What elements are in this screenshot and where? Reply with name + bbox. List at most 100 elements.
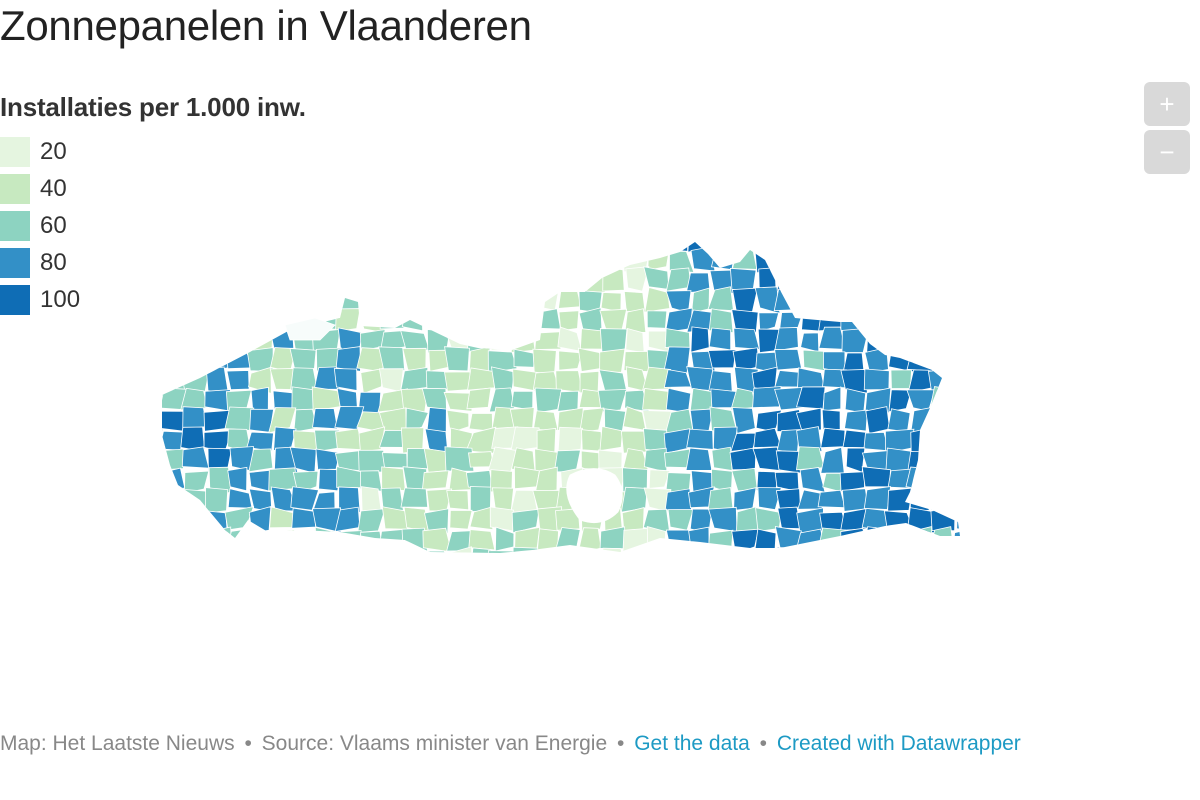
municipality-region[interactable] bbox=[973, 549, 980, 560]
municipality-region[interactable] bbox=[514, 466, 540, 490]
municipality-region[interactable] bbox=[534, 247, 556, 271]
municipality-region[interactable] bbox=[161, 327, 186, 353]
municipality-region[interactable] bbox=[248, 366, 272, 394]
municipality-region[interactable] bbox=[400, 487, 429, 508]
municipality-region[interactable] bbox=[575, 550, 604, 560]
municipality-region[interactable] bbox=[223, 247, 250, 268]
municipality-region[interactable] bbox=[952, 527, 975, 553]
municipality-region[interactable] bbox=[619, 232, 650, 252]
municipality-region[interactable] bbox=[422, 527, 452, 553]
municipality-region[interactable] bbox=[950, 466, 978, 494]
municipality-region[interactable] bbox=[400, 548, 430, 560]
municipality-region[interactable] bbox=[690, 246, 716, 272]
municipality-region[interactable] bbox=[885, 286, 914, 313]
municipality-region[interactable] bbox=[840, 369, 868, 394]
municipality-region[interactable] bbox=[907, 330, 936, 353]
municipality-region[interactable] bbox=[224, 230, 254, 254]
municipality-region[interactable] bbox=[403, 289, 429, 314]
municipality-region[interactable] bbox=[930, 506, 956, 532]
municipality-region[interactable] bbox=[291, 233, 318, 252]
municipality-region[interactable] bbox=[731, 467, 758, 492]
municipality-region[interactable] bbox=[536, 427, 557, 453]
municipality-region[interactable] bbox=[514, 288, 540, 313]
municipality-region[interactable] bbox=[140, 252, 160, 272]
municipality-region[interactable] bbox=[800, 332, 820, 353]
municipality-region[interactable] bbox=[289, 348, 317, 373]
municipality-region[interactable] bbox=[795, 407, 822, 434]
municipality-region[interactable] bbox=[754, 286, 781, 315]
municipality-region[interactable] bbox=[598, 547, 627, 560]
municipality-region[interactable] bbox=[293, 408, 318, 433]
municipality-region[interactable] bbox=[180, 369, 210, 392]
municipality-region[interactable] bbox=[840, 527, 869, 553]
municipality-region[interactable] bbox=[487, 350, 518, 374]
municipality-region[interactable] bbox=[822, 251, 848, 273]
municipality-region[interactable] bbox=[952, 306, 980, 332]
zoom-out-button[interactable]: − bbox=[1144, 130, 1190, 174]
municipality-region[interactable] bbox=[686, 428, 714, 450]
municipality-region[interactable] bbox=[840, 306, 870, 331]
municipality-region[interactable] bbox=[752, 446, 783, 472]
municipality-region[interactable] bbox=[973, 349, 980, 370]
municipality-region[interactable] bbox=[935, 467, 957, 494]
municipality-region[interactable] bbox=[186, 251, 204, 274]
municipality-region[interactable] bbox=[162, 231, 186, 252]
municipality-region[interactable] bbox=[224, 286, 253, 313]
municipality-region[interactable] bbox=[710, 547, 738, 560]
municipality-region[interactable] bbox=[930, 488, 956, 513]
municipality-region[interactable] bbox=[864, 526, 892, 549]
municipality-region[interactable] bbox=[710, 247, 736, 271]
municipality-region[interactable] bbox=[270, 528, 295, 552]
municipality-region[interactable] bbox=[642, 387, 670, 411]
municipality-region[interactable] bbox=[621, 448, 649, 474]
municipality-regions[interactable] bbox=[140, 230, 980, 560]
municipality-region[interactable] bbox=[972, 253, 980, 272]
municipality-region[interactable] bbox=[864, 547, 893, 560]
municipality-region[interactable] bbox=[910, 248, 933, 271]
municipality-region[interactable] bbox=[226, 546, 251, 560]
municipality-region[interactable] bbox=[952, 427, 977, 452]
municipality-region[interactable] bbox=[820, 446, 845, 474]
municipality-region[interactable] bbox=[863, 310, 890, 334]
municipality-region[interactable] bbox=[575, 266, 606, 293]
municipality-region[interactable] bbox=[708, 327, 732, 351]
municipality-region[interactable] bbox=[708, 308, 734, 334]
municipality-region[interactable] bbox=[707, 506, 738, 533]
municipality-region[interactable] bbox=[205, 526, 232, 553]
municipality-region[interactable] bbox=[443, 392, 474, 412]
municipality-region[interactable] bbox=[290, 547, 316, 560]
municipality-region[interactable] bbox=[315, 288, 339, 310]
municipality-region[interactable] bbox=[555, 230, 581, 253]
municipality-region[interactable] bbox=[537, 269, 561, 293]
municipality-region[interactable] bbox=[707, 529, 734, 553]
municipality-region[interactable] bbox=[360, 530, 383, 553]
municipality-region[interactable] bbox=[731, 309, 759, 334]
municipality-region[interactable] bbox=[646, 310, 668, 329]
municipality-region[interactable] bbox=[181, 310, 209, 332]
municipality-region[interactable] bbox=[972, 427, 980, 449]
municipality-region[interactable] bbox=[315, 448, 341, 471]
municipality-region[interactable] bbox=[884, 326, 911, 352]
municipality-region[interactable] bbox=[318, 468, 342, 492]
municipality-region[interactable] bbox=[249, 249, 275, 274]
municipality-region[interactable] bbox=[487, 331, 515, 351]
municipality-region[interactable] bbox=[644, 286, 671, 313]
municipality-region[interactable] bbox=[224, 505, 255, 531]
municipality-region[interactable] bbox=[557, 390, 579, 412]
municipality-region[interactable] bbox=[336, 246, 365, 270]
municipality-region[interactable] bbox=[690, 326, 710, 353]
municipality-region[interactable] bbox=[421, 470, 450, 490]
municipality-region[interactable] bbox=[140, 230, 165, 253]
municipality-region[interactable] bbox=[862, 246, 891, 272]
municipality-region[interactable] bbox=[557, 289, 582, 309]
municipality-region[interactable] bbox=[492, 288, 519, 313]
municipality-region[interactable] bbox=[953, 247, 975, 272]
municipality-region[interactable] bbox=[648, 469, 671, 489]
municipality-region[interactable] bbox=[863, 431, 890, 452]
municipality-region[interactable] bbox=[885, 268, 914, 293]
municipality-region[interactable] bbox=[140, 470, 166, 494]
municipality-region[interactable] bbox=[906, 289, 936, 313]
municipality-region[interactable] bbox=[975, 271, 980, 291]
municipality-region[interactable] bbox=[688, 526, 710, 552]
municipality-region[interactable] bbox=[934, 230, 956, 252]
